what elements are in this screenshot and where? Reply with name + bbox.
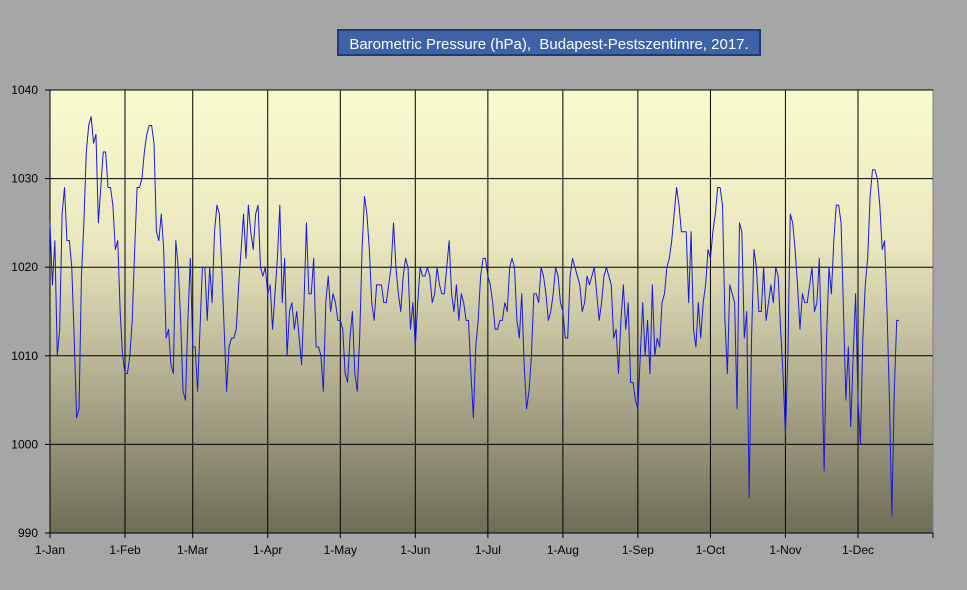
y-tick-label: 1000 <box>11 437 38 451</box>
x-tick-label: 1-Jul <box>475 543 501 557</box>
x-tick-label: 1-Aug <box>547 543 579 557</box>
plot-area <box>49 89 934 534</box>
y-tick-label: 1030 <box>11 172 38 186</box>
x-tick-label: 1-Nov <box>769 543 801 557</box>
x-tick-label: 1-Sep <box>622 543 654 557</box>
x-axis: 1-Jan 1-Feb 1-Mar 1-Apr 1-May 1-Jun 1-Jul 1-Aug… <box>35 532 934 557</box>
x-tick-label: 1-Mar <box>177 543 208 557</box>
y-tick-label: 1010 <box>11 349 38 363</box>
x-tick-label: 1-Feb <box>109 543 141 557</box>
y-tick-label: 990 <box>18 526 38 540</box>
y-axis: 990 1000 1010 1020 1030 1040 <box>11 83 51 540</box>
x-tick-label: 1-Dec <box>842 543 874 557</box>
x-tick-label: 1-Jan <box>35 543 65 557</box>
chart-title: Barometric Pressure (hPa), Budapest-Pest… <box>337 29 761 56</box>
x-tick-label: 1-Oct <box>696 543 726 557</box>
y-tick-label: 1040 <box>11 83 38 97</box>
pressure-series-line <box>49 116 900 516</box>
x-tick-label: 1-Jun <box>400 543 430 557</box>
y-tick-label: 1020 <box>11 260 38 274</box>
x-tick-label: 1-May <box>324 543 357 557</box>
x-tick-label: 1-Apr <box>253 543 282 557</box>
